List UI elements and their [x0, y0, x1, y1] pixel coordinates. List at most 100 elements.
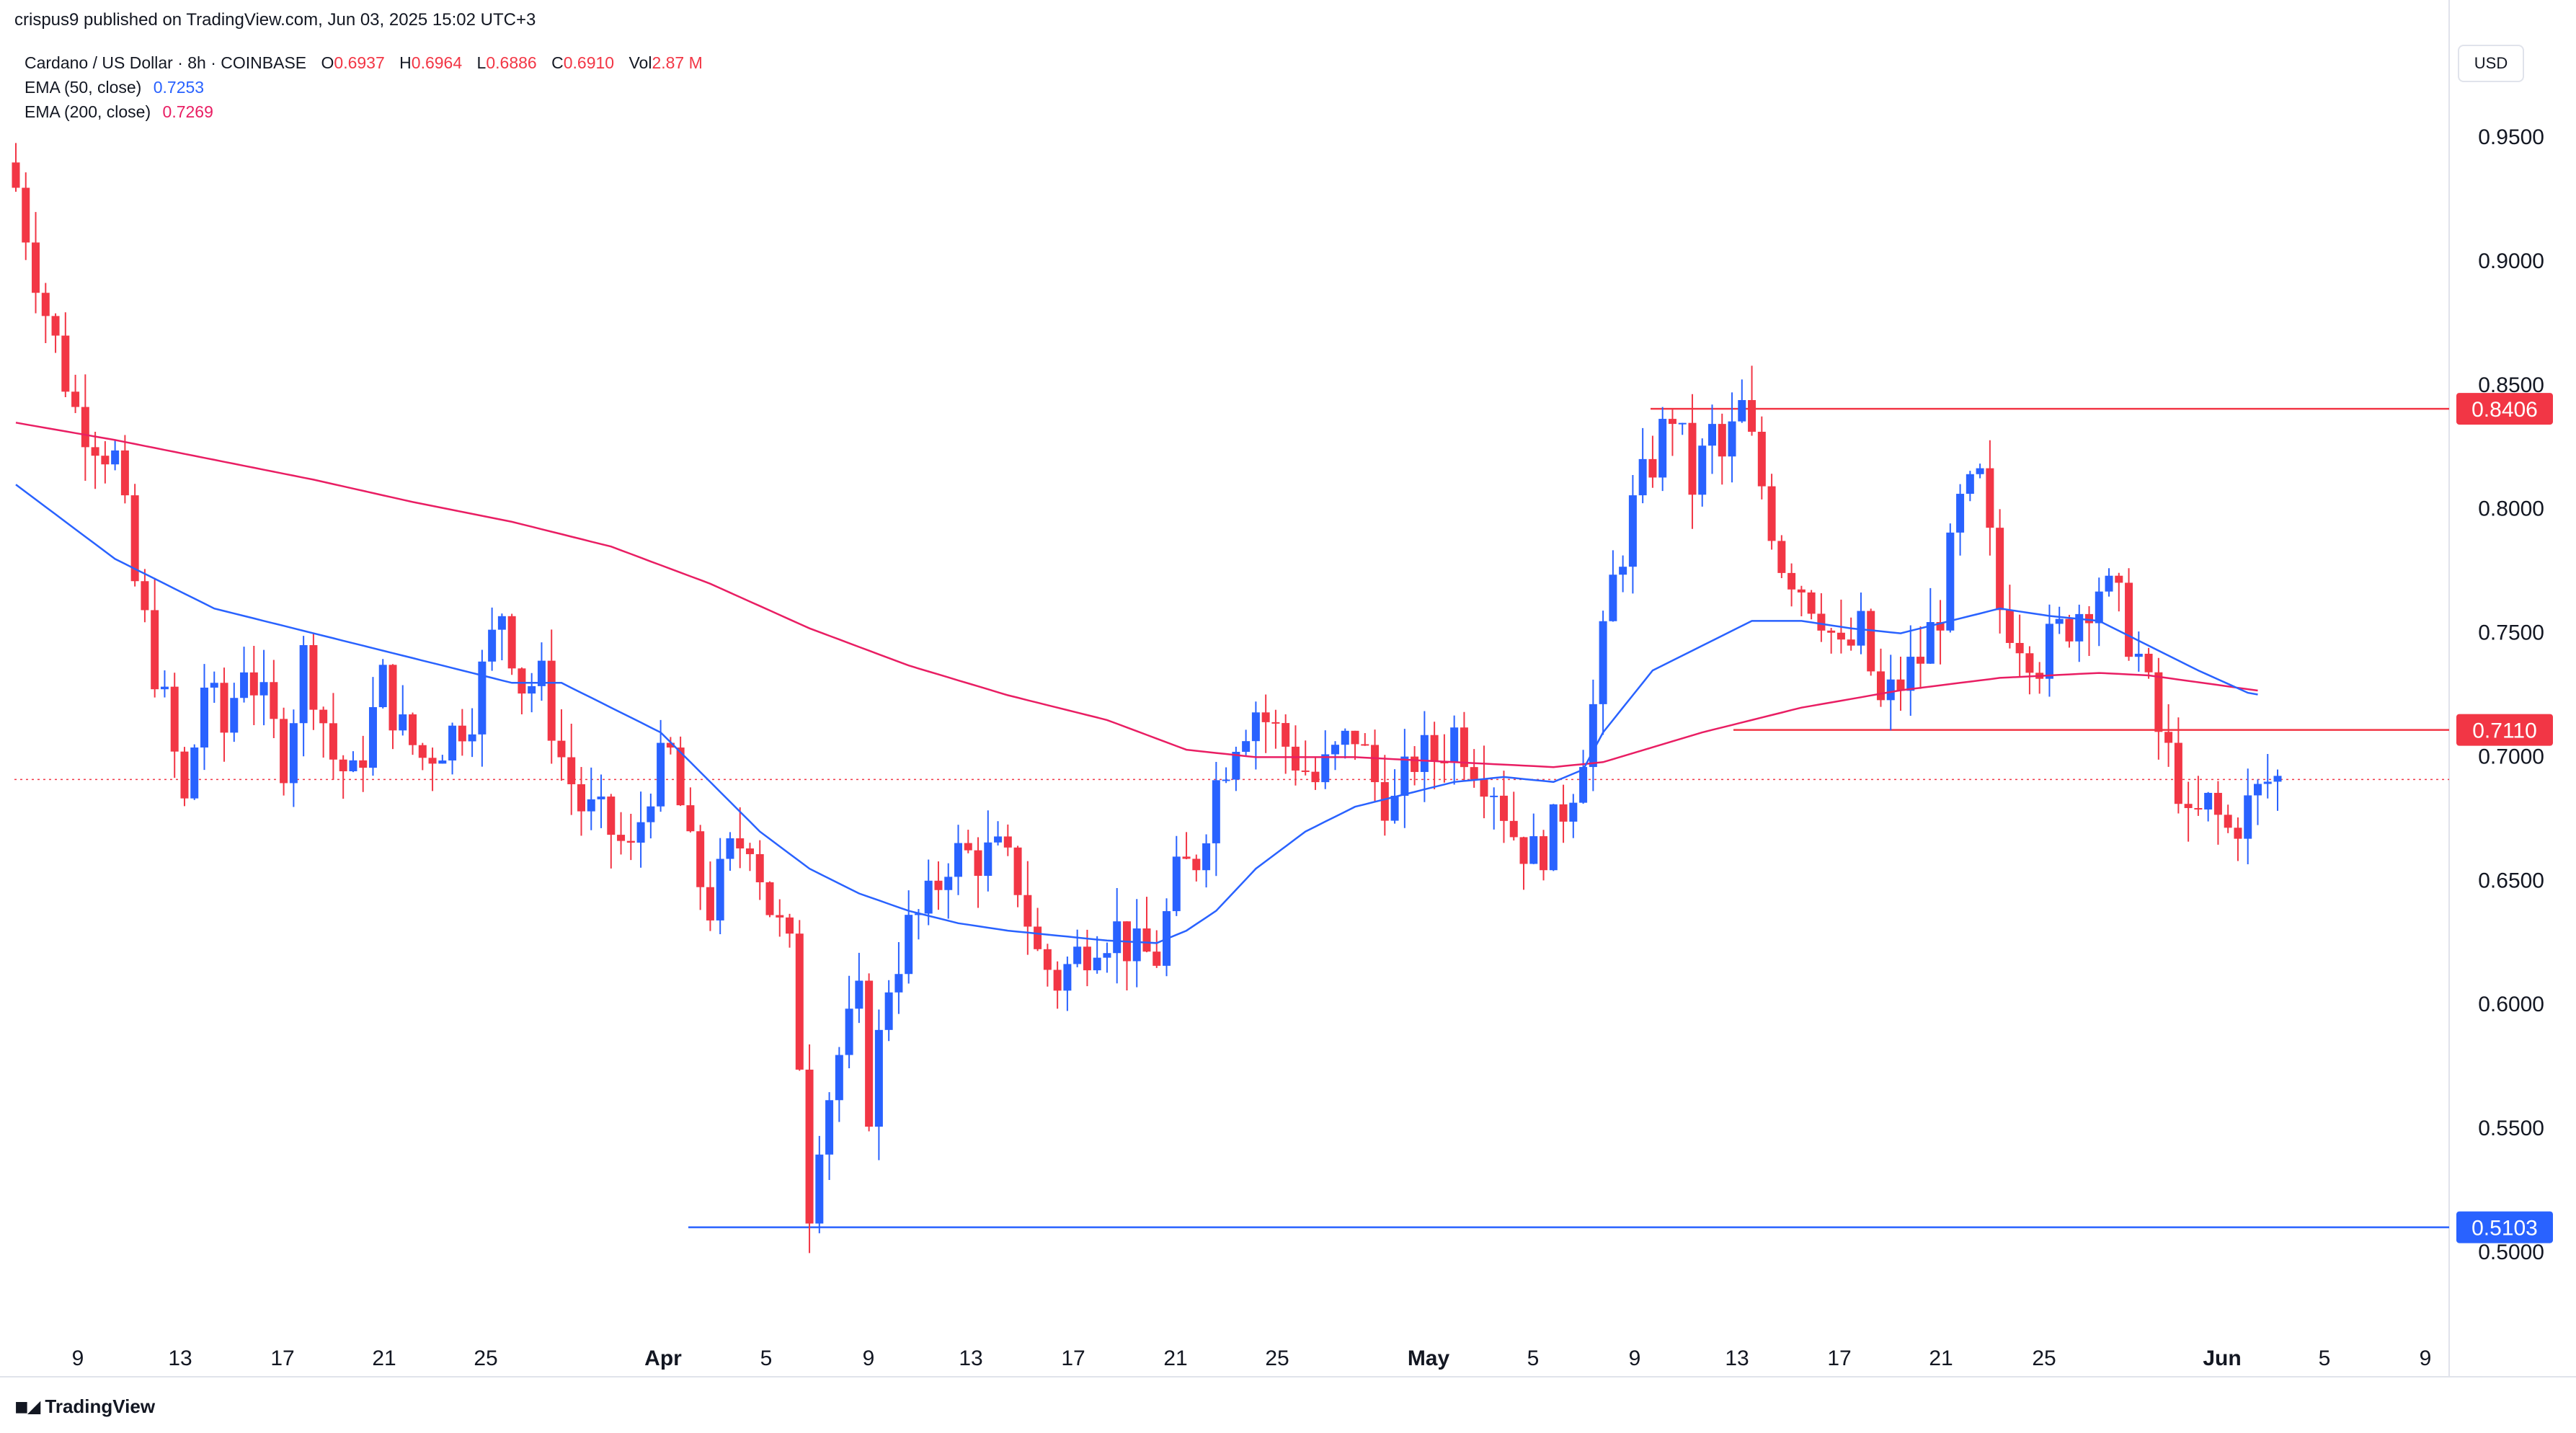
- tradingview-logo[interactable]: ◼◢ TradingView: [14, 1396, 155, 1418]
- candle-body: [111, 450, 120, 465]
- candle-body: [1896, 679, 1905, 691]
- candle-body: [2184, 804, 2193, 809]
- candle-body: [636, 822, 645, 843]
- time-tick-label: 9: [863, 1347, 875, 1370]
- candle-body: [12, 162, 20, 188]
- candle-body: [1400, 756, 1409, 797]
- candle-body: [1936, 621, 1945, 631]
- time-tick-label: 9: [2420, 1347, 2432, 1370]
- horizontal-levels: [14, 407, 2449, 1228]
- candle-body: [428, 758, 437, 764]
- candle-body: [1182, 856, 1191, 859]
- time-tick-label: 9: [72, 1347, 84, 1370]
- candle-body: [557, 740, 566, 758]
- candle-body: [1023, 895, 1032, 927]
- candle-body: [210, 683, 218, 688]
- candle-body: [587, 799, 595, 812]
- close-label: C: [551, 53, 564, 72]
- time-tick-label: 21: [1929, 1347, 1953, 1370]
- candle-body: [339, 759, 347, 771]
- candle-body: [497, 616, 506, 630]
- candle-body: [1470, 767, 1478, 780]
- ema50-row[interactable]: EMA (50, close) 0.7253: [25, 75, 703, 99]
- symbol-name[interactable]: Cardano / US Dollar · 8h · COINBASE: [25, 53, 307, 72]
- candle-body: [41, 293, 50, 316]
- candle-body: [2224, 815, 2232, 828]
- candle-body: [91, 447, 99, 456]
- level-price-tag-text: 0.8406: [2471, 398, 2538, 422]
- candle-body: [1212, 780, 1220, 843]
- candle-body: [349, 760, 357, 771]
- candle-body: [359, 760, 368, 768]
- candle-body: [865, 980, 874, 1127]
- candle-body: [924, 880, 933, 914]
- low-label: L: [476, 53, 487, 72]
- candle-body: [1698, 445, 1707, 495]
- candle-body: [2015, 642, 2024, 654]
- candle-body: [368, 707, 377, 768]
- candle-body: [1917, 657, 1925, 664]
- candle-body: [944, 877, 953, 890]
- candle-body: [2075, 613, 2084, 642]
- time-axis[interactable]: 9 13 17 21 25 Apr 5 9 13 17 21 25 May 5 9 13 17 21 25 Jun 5 9: [72, 1347, 2432, 1370]
- candle-body: [1013, 847, 1022, 895]
- candle-body: [101, 456, 110, 465]
- time-tick-label: 5: [760, 1347, 773, 1370]
- candle-body: [2095, 591, 2103, 624]
- candle-body: [2065, 618, 2074, 642]
- candle-body: [458, 725, 466, 742]
- ema200-row[interactable]: EMA (200, close) 0.7269: [25, 99, 703, 124]
- currency-button[interactable]: USD: [2458, 45, 2524, 82]
- candle-body: [2204, 792, 2213, 810]
- candle-body: [1113, 921, 1122, 954]
- candle-body: [1718, 424, 1726, 457]
- candle-body: [1847, 639, 1855, 646]
- candle-body: [1321, 754, 1330, 783]
- candle-body: [151, 610, 159, 690]
- candle-body: [1311, 771, 1320, 783]
- price-axis[interactable]: 0.95000.90000.85000.80000.75000.70000.65…: [2478, 125, 2544, 1264]
- price-tick-label: 0.9500: [2478, 125, 2544, 149]
- candle-body: [1638, 458, 1647, 496]
- candle-body: [1767, 486, 1776, 541]
- candle-body: [1034, 926, 1042, 949]
- candle-body: [1242, 741, 1251, 753]
- open-label: O: [321, 53, 334, 72]
- candle-body: [240, 672, 249, 698]
- candle-body: [1777, 541, 1786, 573]
- candle-body: [1906, 657, 1915, 691]
- time-tick-label: 13: [168, 1347, 192, 1370]
- candle-body: [1063, 964, 1072, 991]
- candle-body: [696, 831, 705, 887]
- candle-body: [1609, 574, 1617, 621]
- candle-body: [1460, 727, 1468, 768]
- candle-body: [1817, 613, 1826, 631]
- time-tick-label: 17: [1061, 1347, 1085, 1370]
- candle-body: [1956, 494, 1965, 533]
- candle-body: [666, 742, 675, 748]
- candle-body: [518, 668, 526, 694]
- candle-body: [2134, 653, 2143, 657]
- candle-body: [1549, 804, 1558, 871]
- candle-body: [1748, 400, 1756, 432]
- candle-body: [1371, 745, 1380, 783]
- candle-body: [1291, 746, 1300, 771]
- candle-body: [1499, 795, 1508, 821]
- price-tick-label: 0.9000: [2478, 249, 2544, 273]
- candle-body: [2055, 618, 2064, 624]
- candle-body: [1083, 946, 1091, 971]
- candle-body: [2263, 781, 2272, 784]
- time-tick-label: 13: [959, 1347, 982, 1370]
- candle-body: [786, 917, 794, 934]
- candle-body: [1093, 957, 1101, 971]
- candle-body: [478, 661, 487, 735]
- candle-body: [2045, 624, 2053, 679]
- candle-body: [1529, 836, 1538, 864]
- candle-body: [795, 933, 804, 1070]
- candle-body: [1271, 722, 1280, 724]
- level-price-tag-text: 0.5103: [2471, 1217, 2538, 1241]
- candle-body: [1569, 802, 1578, 822]
- candle-body: [488, 629, 497, 662]
- candle-body: [1867, 611, 1875, 672]
